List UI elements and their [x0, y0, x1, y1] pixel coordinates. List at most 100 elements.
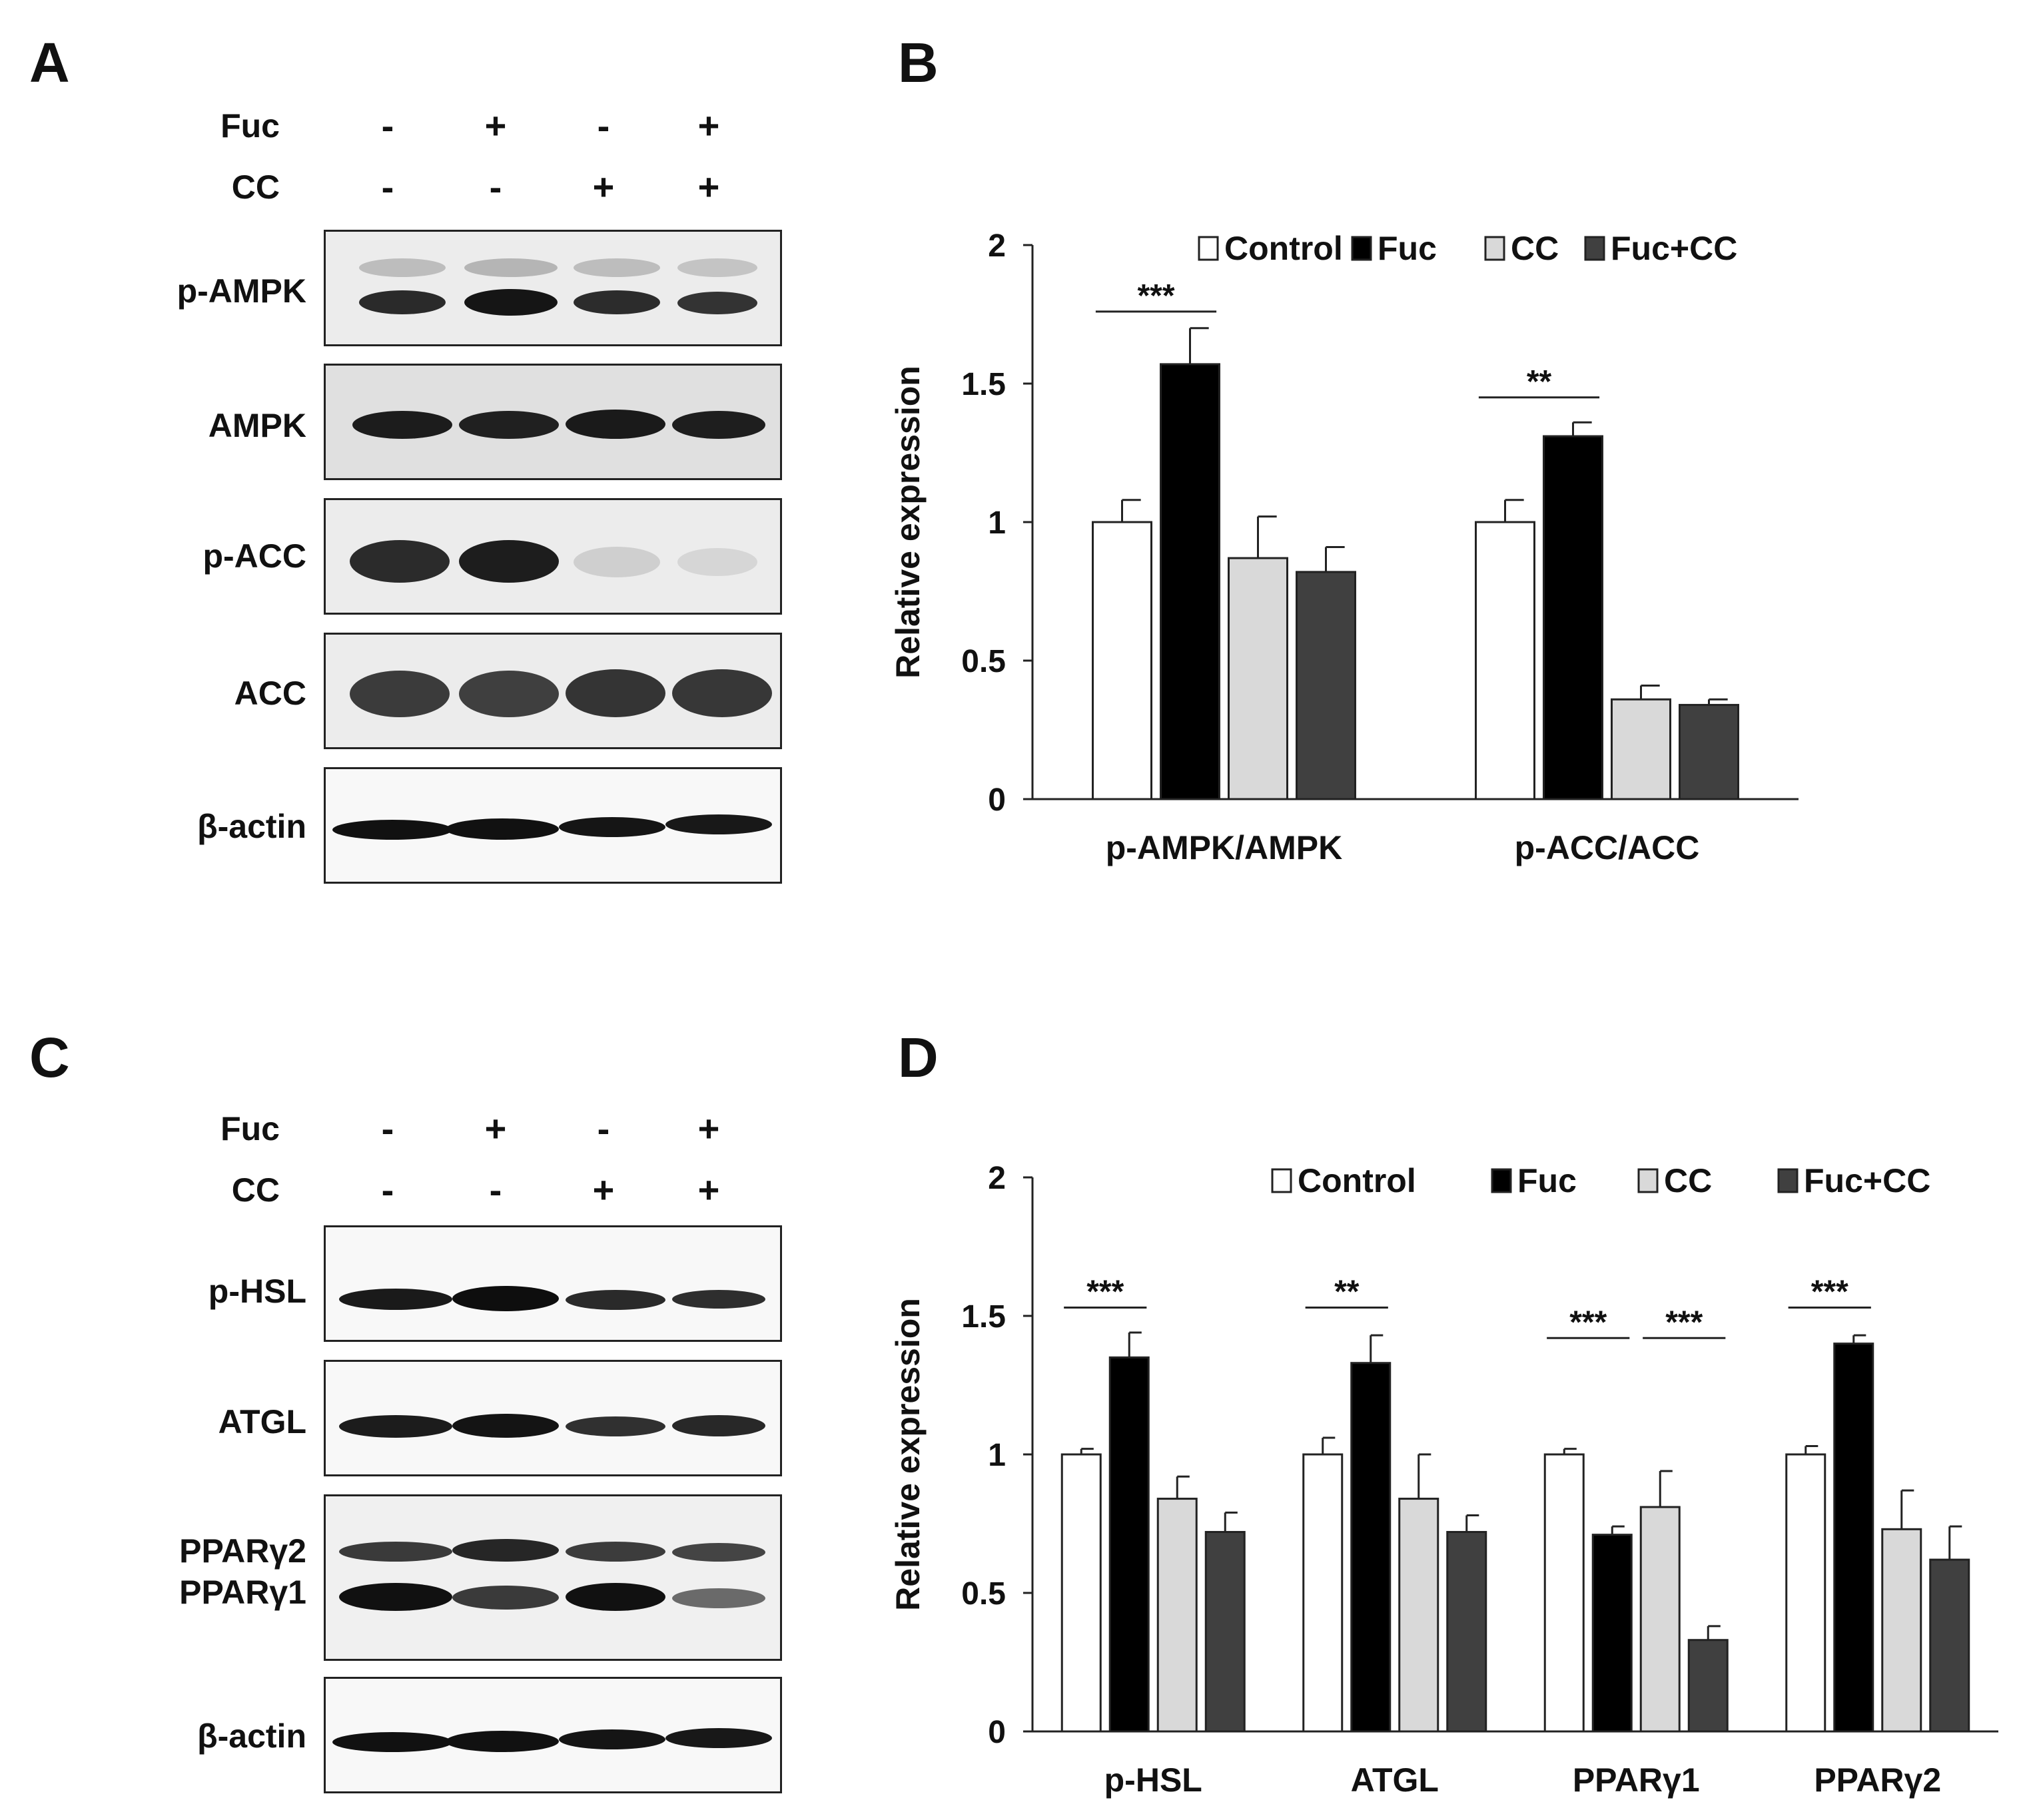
blot-label-p-ampk: p-AMPK: [177, 272, 306, 310]
band: [672, 411, 765, 439]
condition-symbol: -: [489, 166, 502, 208]
y-tick-label: 0.5: [961, 644, 1006, 679]
condition-symbol: -: [381, 166, 394, 208]
band: [665, 1728, 772, 1748]
condition-symbol: -: [381, 1107, 394, 1149]
bar-cc: [1611, 698, 1671, 800]
chart-b: 0 0.5 1 1.5 2 Relative expression p-AMPK/AMPK p…: [889, 228, 1799, 866]
legend-swatch: [1777, 1168, 1799, 1193]
band: [672, 669, 772, 717]
band: [350, 671, 450, 717]
condition-symbol: +: [697, 1169, 720, 1211]
significance-marker: ***: [1811, 1275, 1848, 1310]
band: [559, 817, 665, 837]
x-tick-label: p-AMPK/AMPK: [1106, 829, 1343, 866]
blot-label-p-acc: p-ACC: [202, 537, 306, 575]
band: [672, 1588, 765, 1608]
legend-swatch: [1584, 236, 1605, 261]
legend-swatch: [1491, 1168, 1512, 1193]
bar-fuc: [1591, 1534, 1633, 1733]
band: [566, 1542, 665, 1562]
band: [452, 1286, 559, 1311]
band: [566, 1583, 665, 1611]
blot-p-acc: [324, 498, 782, 615]
blot-ppar-gamma: [324, 1494, 782, 1661]
significance-marker: ***: [1137, 278, 1174, 314]
x-tick-label: PPARγ1: [1573, 1761, 1700, 1799]
condition-symbol: -: [381, 105, 394, 147]
bar-control: [1092, 521, 1152, 800]
band: [566, 1416, 665, 1436]
y-tick-label: 1.5: [961, 367, 1006, 402]
blot-label-atgl: ATGL: [218, 1403, 306, 1440]
band: [452, 1539, 559, 1562]
blot-beta-actin: [324, 767, 782, 884]
legend-swatch: [1351, 236, 1372, 261]
y-tick-label: 1: [988, 1438, 1006, 1473]
legend-label: Control: [1224, 230, 1343, 267]
band: [672, 1415, 765, 1436]
legend-label: Fuc+CC: [1804, 1162, 1930, 1199]
legend-label: Fuc: [1517, 1162, 1577, 1199]
blot-atgl: [324, 1360, 782, 1476]
bar-fuc-cc: [1679, 704, 1739, 800]
condition-symbol: +: [697, 166, 720, 208]
x-tick-label: p-HSL: [1104, 1761, 1202, 1799]
condition-symbol: -: [381, 1169, 394, 1211]
bar-fuc: [1543, 435, 1603, 800]
condition-label-cc: CC: [231, 1171, 280, 1209]
band: [332, 820, 452, 840]
bar-fuc: [1108, 1356, 1150, 1733]
chart-d: 0 0.5 1 1.5 2 Relative expression p-HSL ATGL PPA…: [889, 1161, 1998, 1799]
bar-control: [1785, 1453, 1826, 1733]
panel-d-letter: D: [898, 1026, 939, 1089]
condition-symbol: +: [697, 1107, 720, 1149]
bar-fuc-cc: [1687, 1639, 1729, 1733]
band: [574, 258, 660, 277]
band: [566, 1290, 665, 1310]
bar-cc: [1639, 1506, 1681, 1733]
band: [339, 1415, 452, 1438]
bar-control: [1543, 1453, 1585, 1733]
condition-symbol: +: [697, 105, 720, 147]
band: [566, 410, 665, 439]
panel-a-letter: A: [29, 31, 70, 94]
y-tick-label: 2: [988, 1161, 1006, 1196]
significance-marker: **: [1334, 1275, 1360, 1310]
bar-fuc-cc: [1929, 1558, 1970, 1733]
bar-cc: [1156, 1498, 1198, 1733]
band: [459, 671, 559, 717]
condition-symbol: -: [597, 105, 610, 147]
band: [574, 547, 660, 577]
condition-symbol: -: [597, 1107, 610, 1149]
significance-marker: **: [1527, 364, 1552, 400]
band: [332, 1732, 452, 1752]
y-tick-label: 0: [988, 1715, 1006, 1750]
y-tick-label: 1.5: [961, 1299, 1006, 1335]
y-tick-label: 1: [988, 505, 1006, 541]
condition-symbol: +: [592, 166, 615, 208]
bar-fuc-cc: [1446, 1530, 1487, 1733]
band: [672, 1290, 765, 1309]
condition-symbol: +: [484, 1107, 507, 1149]
bar-fuc-cc: [1204, 1530, 1246, 1733]
band: [665, 814, 772, 834]
x-tick-label: p-ACC/ACC: [1515, 829, 1700, 866]
legend-label: CC: [1511, 230, 1559, 267]
band: [452, 1414, 559, 1438]
condition-symbol: +: [484, 105, 507, 147]
band: [446, 1731, 559, 1752]
band: [339, 1289, 452, 1310]
legend-swatch: [1198, 236, 1219, 261]
blot-p-hsl: [324, 1225, 782, 1342]
bar-cc: [1881, 1528, 1922, 1733]
band: [459, 411, 559, 439]
bar-fuc: [1160, 363, 1220, 800]
condition-symbol: +: [592, 1169, 615, 1211]
condition-label-fuc: Fuc: [220, 1110, 280, 1147]
band: [566, 669, 665, 717]
x-tick-label: PPARγ2: [1814, 1761, 1941, 1799]
band: [339, 1542, 452, 1562]
y-axis-title: Relative expression: [889, 366, 927, 679]
bar-control: [1302, 1453, 1344, 1733]
